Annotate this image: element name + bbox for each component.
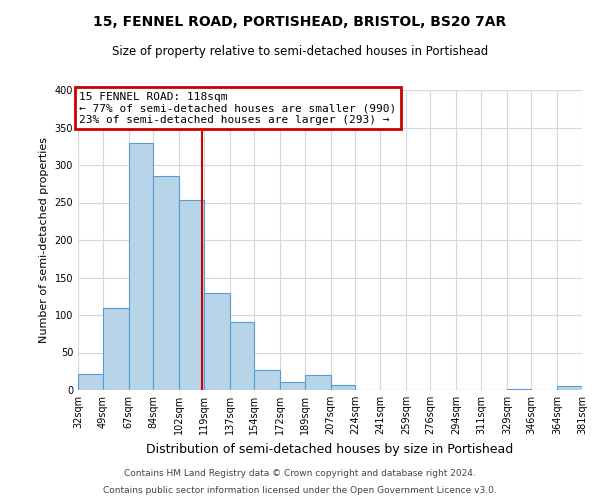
Text: Contains public sector information licensed under the Open Government Licence v3: Contains public sector information licen… xyxy=(103,486,497,495)
Bar xyxy=(557,386,582,390)
Bar xyxy=(153,176,179,390)
Bar xyxy=(280,382,305,390)
Bar xyxy=(331,385,355,390)
Bar xyxy=(128,142,153,390)
X-axis label: Distribution of semi-detached houses by size in Portishead: Distribution of semi-detached houses by … xyxy=(146,442,514,456)
Bar xyxy=(230,322,254,390)
Y-axis label: Number of semi-detached properties: Number of semi-detached properties xyxy=(39,137,49,343)
Bar xyxy=(507,388,532,390)
Text: Size of property relative to semi-detached houses in Portishead: Size of property relative to semi-detach… xyxy=(112,45,488,58)
Text: 15 FENNEL ROAD: 118sqm
← 77% of semi-detached houses are smaller (990)
23% of se: 15 FENNEL ROAD: 118sqm ← 77% of semi-det… xyxy=(79,92,397,124)
Text: Contains HM Land Registry data © Crown copyright and database right 2024.: Contains HM Land Registry data © Crown c… xyxy=(124,468,476,477)
Bar xyxy=(254,370,280,390)
Bar xyxy=(78,374,103,390)
Bar xyxy=(203,292,230,390)
Bar xyxy=(103,308,128,390)
Bar xyxy=(179,200,203,390)
Bar xyxy=(305,375,331,390)
Text: 15, FENNEL ROAD, PORTISHEAD, BRISTOL, BS20 7AR: 15, FENNEL ROAD, PORTISHEAD, BRISTOL, BS… xyxy=(94,15,506,29)
